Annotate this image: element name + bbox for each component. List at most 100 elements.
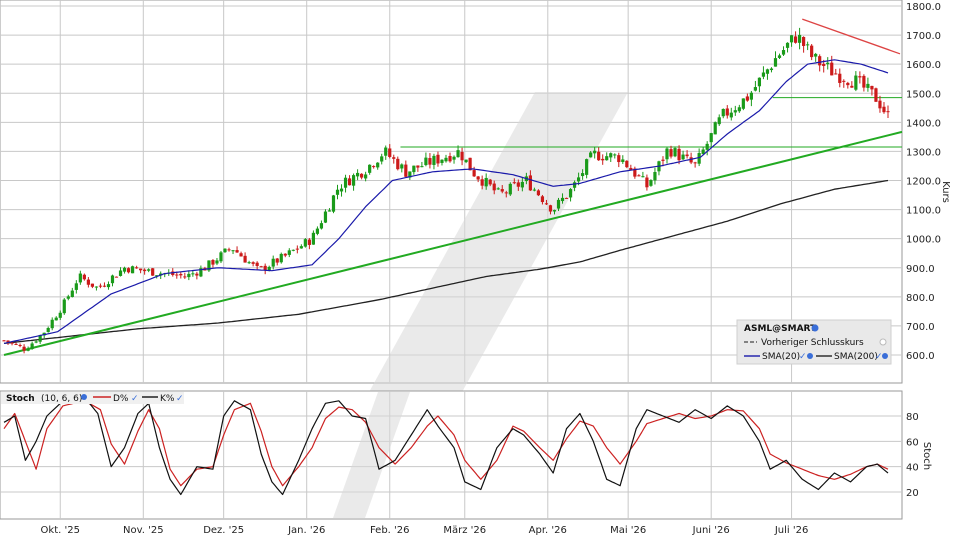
candle-up	[400, 164, 404, 169]
candle-up	[118, 270, 123, 276]
stoch-panel: 80 60 40 20 Stoch Stoch (10, 6, 6) D% ✓ K% …	[0, 390, 932, 520]
candle-up	[351, 175, 356, 186]
candle-up	[122, 267, 127, 272]
legend-symbol-settings-icon[interactable]	[811, 324, 819, 332]
candle-down	[183, 276, 187, 278]
candle-up	[247, 262, 251, 264]
candle-up	[560, 197, 565, 202]
legend-sma200-check-icon[interactable]: ✓	[875, 352, 883, 362]
candle-up	[484, 177, 488, 187]
candle-up	[581, 173, 585, 177]
candle-up	[187, 273, 191, 278]
x-tick-label: Dez. '25	[203, 525, 244, 536]
candle-down	[396, 158, 400, 170]
candle-down	[693, 162, 697, 164]
candle-down	[625, 160, 629, 168]
candle-up	[705, 143, 709, 150]
stoch-d-check-icon[interactable]: ✓	[131, 394, 139, 404]
candle-down	[480, 179, 484, 186]
stoch-lines	[3, 396, 889, 496]
legend-sma20-check-icon[interactable]: ✓	[799, 352, 807, 362]
candle-up	[38, 335, 42, 342]
stoch-settings-icon[interactable]	[81, 394, 87, 400]
stoch-legend-bg	[1, 392, 184, 404]
candle-down	[416, 165, 420, 168]
candle-up	[110, 275, 115, 284]
candle-up	[552, 210, 557, 212]
candle-down	[175, 274, 179, 276]
candle-up	[721, 108, 725, 117]
candle-up	[585, 159, 589, 175]
stoch-k-check-icon[interactable]: ✓	[176, 394, 184, 404]
legend-sma20-settings-icon[interactable]	[807, 353, 813, 359]
candle-down	[448, 156, 452, 162]
candle-down	[492, 183, 496, 191]
candle-up	[508, 183, 512, 195]
candle-down	[838, 73, 842, 83]
candle-up	[287, 250, 291, 255]
candle-down	[10, 342, 14, 344]
candle-down	[139, 268, 143, 271]
candle-up	[376, 162, 380, 168]
candle-down	[818, 56, 822, 66]
candle-up	[737, 107, 741, 112]
legend-prev-close-toggle-icon[interactable]	[879, 338, 887, 346]
candle-down	[227, 249, 231, 251]
candle-up	[311, 232, 315, 245]
candle-up	[806, 44, 810, 46]
candle-down	[211, 260, 215, 265]
legend-prev-close-label: Vorheriger Schlusskurs	[761, 338, 864, 348]
candle-up	[701, 149, 705, 154]
candle-down	[135, 267, 139, 269]
candle-down	[143, 269, 147, 272]
candle-up	[440, 159, 444, 163]
candle-up	[773, 58, 778, 67]
stoch-y-tick-label: 60	[906, 437, 919, 448]
candle-down	[830, 62, 834, 76]
stoch-legend: Stoch (10, 6, 6) D% ✓ K% ✓	[1, 392, 184, 404]
candle-up	[577, 177, 581, 182]
candle-down	[512, 182, 516, 184]
price-y-tick-label: 1600.0	[906, 60, 941, 71]
candle-down	[882, 106, 886, 113]
candle-down	[858, 76, 862, 78]
x-tick-label: Juni '26	[692, 525, 730, 536]
candle-down	[886, 111, 890, 113]
candle-up	[315, 228, 320, 234]
candle-down	[528, 175, 532, 191]
candle-down	[22, 346, 26, 351]
x-axis: Okt. '25 Nov. '25 Dez. '25 Jan. '26 Feb. '26…	[41, 525, 809, 536]
candle-up	[368, 164, 372, 173]
legend-sma200-settings-icon[interactable]	[882, 353, 888, 359]
candle-up	[769, 68, 774, 71]
stoch-grid	[0, 391, 902, 519]
candle-up	[854, 75, 858, 90]
candle-up	[219, 252, 223, 262]
candle-up	[733, 110, 737, 113]
candle-up	[568, 189, 573, 198]
candle-up	[609, 153, 613, 158]
candle-up	[231, 250, 235, 252]
candle-down	[82, 274, 86, 280]
candle-up	[653, 172, 657, 181]
candle-down	[436, 154, 440, 164]
candle-up	[271, 258, 275, 267]
candle-up	[323, 211, 328, 223]
candle-down	[151, 268, 155, 276]
price-y-tick-label: 1200.0	[906, 177, 941, 188]
candle-down	[307, 239, 311, 245]
price-y-tick-label: 700.0	[906, 322, 935, 333]
candle-up	[785, 42, 790, 48]
candle-down	[629, 167, 633, 171]
watermark-logo	[337, 92, 628, 450]
candle-down	[601, 158, 605, 161]
price-y-tick-label: 1800.0	[906, 2, 941, 13]
candle-up	[464, 159, 468, 163]
candle-up	[424, 157, 428, 166]
candle-up	[50, 319, 54, 329]
candle-up	[496, 188, 500, 190]
candle-down	[564, 197, 569, 199]
candle-down	[179, 273, 183, 276]
candle-up	[74, 283, 78, 290]
candle-down	[14, 343, 18, 345]
